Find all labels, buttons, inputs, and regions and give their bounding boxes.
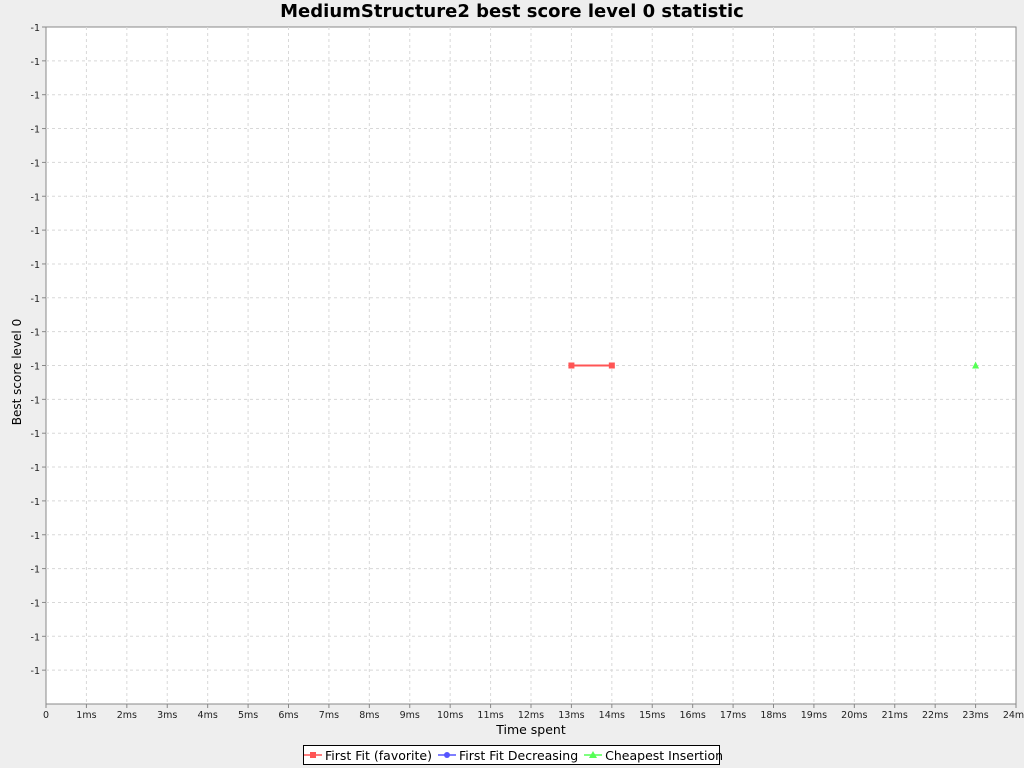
y-tick-label: -1 <box>31 23 40 34</box>
x-tick-label: 9ms <box>400 710 420 721</box>
data-point <box>608 362 615 369</box>
x-tick-label: 14ms <box>599 710 625 721</box>
y-tick-label: -1 <box>31 362 40 373</box>
x-tick-label: 4ms <box>198 710 218 721</box>
x-tick-label: 3ms <box>157 710 177 721</box>
x-tick-label: 13ms <box>558 710 584 721</box>
x-tick-label: 1ms <box>76 710 96 721</box>
x-tick-label: 8ms <box>359 710 379 721</box>
y-tick-label: -1 <box>31 666 40 677</box>
series-layer <box>568 361 980 369</box>
x-tick-label: 21ms <box>882 710 908 721</box>
legend-item-first-fit: First Fit (favorite) <box>304 748 432 763</box>
y-tick-label: -1 <box>31 192 40 203</box>
legend-item-first-fit-decreasing: First Fit Decreasing <box>437 747 579 763</box>
legend-marker-square <box>304 752 322 758</box>
y-tick-label: -1 <box>31 57 40 68</box>
x-tick-label: 7ms <box>319 710 339 721</box>
x-tick-label: 19ms <box>801 710 827 721</box>
y-tick-label: -1 <box>31 463 40 474</box>
y-axis-label: Best score level 0 <box>10 319 24 425</box>
y-tick-label: -1 <box>31 565 40 576</box>
legend-label: Cheapest Insertion <box>605 747 724 763</box>
y-tick-label: -1 <box>31 531 40 542</box>
x-tick-label: 22ms <box>922 710 948 721</box>
y-tick-label: -1 <box>31 429 40 440</box>
data-point <box>568 362 575 369</box>
x-tick-label: 0 <box>43 710 49 721</box>
x-tick-label: 10ms <box>437 710 463 721</box>
data-point <box>972 361 980 369</box>
grid <box>46 27 1016 704</box>
x-tick-label: 15ms <box>639 710 665 721</box>
y-tick-label: -1 <box>31 125 40 136</box>
y-tick-label: -1 <box>31 328 40 339</box>
legend-label: First Fit (favorite) <box>325 747 432 763</box>
y-tick-label: -1 <box>31 395 40 406</box>
x-tick-label: 16ms <box>680 710 706 721</box>
y-tick-label: -1 <box>31 260 40 271</box>
x-tick-label: 12ms <box>518 710 544 721</box>
x-tick-label: 18ms <box>760 710 786 721</box>
x-axis-label: Time spent <box>495 722 566 737</box>
y-tick-label: -1 <box>31 632 40 643</box>
legend-label: First Fit Decreasing <box>458 747 579 763</box>
y-tick-label: -1 <box>31 91 40 102</box>
legend: First Fit (favorite) First Fit Decreasin… <box>303 745 723 765</box>
x-tick-label: 5ms <box>238 710 258 721</box>
y-tick-label: -1 <box>31 294 40 305</box>
legend-marker-triangle <box>584 751 603 758</box>
x-tick-label: 20ms <box>841 710 867 721</box>
y-tick-label: -1 <box>31 226 40 237</box>
x-tick-label: 17ms <box>720 710 746 721</box>
y-tick-label: -1 <box>31 497 40 508</box>
x-tick-label: 6ms <box>278 710 298 721</box>
x-tick-label: 24ms <box>1003 710 1024 721</box>
axis-ticks: 0 1ms 2ms 3ms 4ms 5ms 6ms 7ms 8ms 9ms 10ms 11ms 12ms… <box>31 23 1024 721</box>
legend-item-cheapest-insertion: Cheapest Insertion <box>584 748 723 763</box>
x-tick-label: 2ms <box>117 710 137 721</box>
y-tick-label: -1 <box>31 598 40 609</box>
x-tick-label: 11ms <box>477 710 503 721</box>
chart-title: MediumStructure2 best score level 0 stat… <box>280 1 744 22</box>
y-tick-label: -1 <box>31 158 40 169</box>
x-tick-label: 23ms <box>962 710 988 721</box>
legend-marker-circle <box>437 752 456 758</box>
